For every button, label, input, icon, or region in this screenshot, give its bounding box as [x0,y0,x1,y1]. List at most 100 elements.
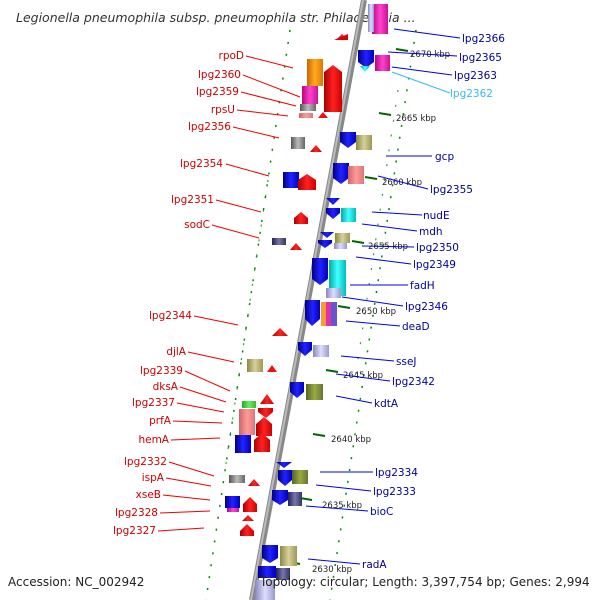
gene-block[interactable] [372,4,388,34]
gene-arrow[interactable] [324,65,342,112]
gene-block[interactable] [306,384,323,400]
gene-arrow[interactable] [258,408,273,418]
gene-arrow[interactable] [290,243,302,250]
gene-arrow[interactable] [312,258,328,285]
gene-label[interactable]: lpg2328 [115,507,158,519]
gene-arrow[interactable] [310,145,322,152]
gene-label[interactable]: lpg2365 [459,52,502,64]
gene-arrow[interactable] [260,394,274,404]
gene-block[interactable] [276,568,290,580]
gene-block[interactable] [272,238,286,245]
gene-block[interactable] [335,233,350,243]
gene-block[interactable] [227,508,239,512]
gene-label[interactable]: prfA [149,415,172,427]
gene-arrow[interactable] [326,208,340,219]
gene-arrow[interactable] [262,545,278,563]
gene-block[interactable] [329,260,346,296]
gene-arrow[interactable] [294,212,308,224]
gene-label[interactable]: fadH [410,280,435,292]
gene-arrow[interactable] [298,174,316,190]
gene-arrow[interactable] [267,365,277,372]
gene-block[interactable] [235,435,251,453]
gene-arrow[interactable] [248,479,260,486]
gene-label[interactable]: lpg2362 [450,88,493,100]
gene-label[interactable]: dksA [153,381,179,393]
gene-label[interactable]: lpg2356 [188,121,231,133]
gene-label[interactable]: lpg2327 [113,525,156,537]
gene-arrow[interactable] [360,66,370,72]
gene-label[interactable]: deaD [402,321,430,333]
gene-block[interactable] [341,208,356,222]
gene-arrow[interactable] [240,524,254,536]
gene-arrow[interactable] [298,342,312,356]
gene-label[interactable]: radA [362,559,387,571]
gene-block[interactable] [321,302,326,326]
gene-label[interactable]: lpg2349 [413,259,456,271]
gene-block[interactable] [239,409,255,435]
gene-label[interactable]: mdh [419,226,443,238]
gene-label[interactable]: xseB [136,489,161,501]
gene-arrow[interactable] [326,198,340,205]
gene-block[interactable] [356,135,372,150]
gene-label[interactable]: sseJ [396,356,417,368]
gene-block[interactable] [326,302,331,326]
gene-block[interactable] [326,288,341,298]
gene-block[interactable] [292,470,308,484]
gene-arrow[interactable] [243,497,257,512]
gene-arrow[interactable] [276,462,292,468]
gene-arrow[interactable] [256,417,272,436]
gene-block[interactable] [280,546,297,566]
gene-label[interactable]: lpg2342 [392,376,435,388]
gene-block[interactable] [331,302,337,326]
gene-label[interactable]: sodC [184,219,210,231]
gene-label[interactable]: lpg2354 [180,158,223,170]
gene-arrow[interactable] [254,433,270,452]
gene-block[interactable] [375,55,390,71]
gene-label[interactable]: lpg2337 [132,397,175,409]
gene-label[interactable]: gcp [435,151,454,163]
gene-label[interactable]: ispA [142,472,165,484]
gene-label[interactable]: lpg2332 [124,456,167,468]
gene-block[interactable] [313,345,329,357]
gene-label[interactable]: lpg2350 [416,242,459,254]
gene-arrow[interactable] [318,112,328,118]
gene-block[interactable] [348,166,364,184]
gene-label[interactable]: lpg2344 [149,310,192,322]
gene-block[interactable] [334,243,347,249]
gene-arrow[interactable] [320,232,334,238]
gene-label[interactable]: rpoD [219,50,245,62]
gene-arrow[interactable] [305,300,320,326]
gene-block[interactable] [368,4,374,32]
gene-arrow[interactable] [272,490,288,505]
gene-arrow[interactable] [358,50,374,68]
gene-label[interactable]: nudE [423,210,450,222]
gene-label[interactable]: lpg2363 [454,70,497,82]
gene-label[interactable]: lpg2366 [462,33,505,45]
gene-label[interactable]: rpsU [211,104,235,116]
gene-arrow[interactable] [318,240,332,248]
gene-arrow[interactable] [290,382,304,398]
gene-block[interactable] [247,359,263,372]
gene-label[interactable]: lpg2351 [171,194,214,206]
gene-block[interactable] [229,475,245,483]
gene-block[interactable] [307,59,323,86]
gene-label[interactable]: djlA [166,346,186,358]
gene-block[interactable] [225,496,240,508]
gene-block[interactable] [258,566,276,578]
gene-block[interactable] [288,492,302,506]
gene-block[interactable] [302,86,318,104]
gene-arrow[interactable] [334,34,348,40]
gene-block[interactable] [242,401,256,408]
gene-label[interactable]: lpg2355 [430,184,473,196]
gene-label[interactable]: hemA [138,434,169,446]
gene-label[interactable]: lpg2359 [196,86,239,98]
gene-arrow[interactable] [272,328,288,336]
gene-label[interactable]: lpg2333 [373,486,416,498]
gene-label[interactable]: lpg2360 [198,69,241,81]
gene-label[interactable]: lpg2334 [375,467,418,479]
gene-block[interactable] [300,104,316,111]
gene-label[interactable]: lpg2346 [405,301,448,313]
gene-block[interactable] [299,113,313,118]
gene-label[interactable]: kdtA [374,398,399,410]
gene-arrow[interactable] [333,163,349,184]
